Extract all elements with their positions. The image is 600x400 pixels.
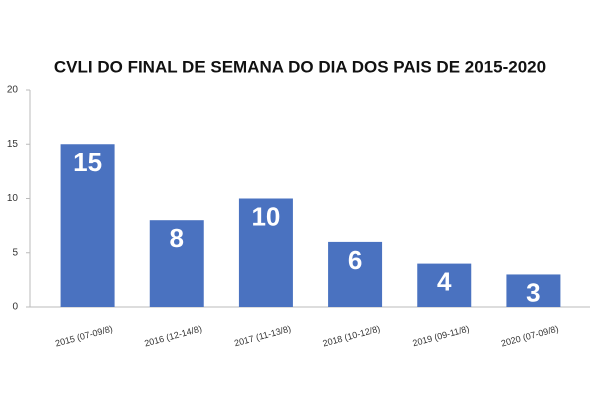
y-tick-label: 10	[7, 193, 19, 204]
x-tick-label: 2016 (12-14/8)	[143, 324, 203, 349]
value-label: 3	[526, 277, 540, 307]
bar	[328, 241, 383, 307]
x-tick-label: 2017 (11-13/8)	[233, 324, 292, 349]
bar	[60, 144, 115, 307]
x-tick-label: 2020 (07-09/8)	[500, 324, 560, 349]
value-label: 6	[348, 245, 362, 275]
x-tick-label: 2019 (09-11/8)	[411, 324, 470, 349]
value-label: 15	[73, 147, 102, 177]
bar	[238, 198, 293, 307]
value-label: 8	[170, 223, 184, 253]
value-label: 10	[251, 201, 280, 231]
x-tick-label: 2018 (10-12/8)	[322, 324, 382, 349]
bar	[149, 220, 204, 307]
bar	[417, 263, 472, 307]
y-tick-label: 5	[12, 247, 18, 258]
bar	[506, 274, 561, 307]
y-tick-label: 0	[12, 302, 18, 313]
x-tick-label: 2015 (07-09/8)	[54, 324, 114, 349]
y-tick-label: 15	[7, 139, 19, 150]
y-tick-label: 20	[7, 85, 19, 96]
value-label: 4	[437, 266, 452, 296]
chart-title: CVLI DO FINAL DE SEMANA DO DIA DOS PAIS …	[54, 57, 546, 76]
